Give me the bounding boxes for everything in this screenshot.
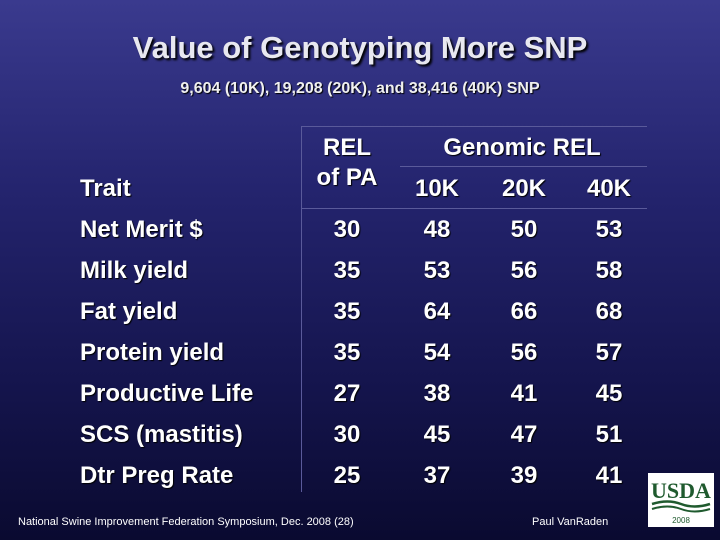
value-k40: 53 (595, 216, 623, 243)
header-rel-line2: of PA (316, 164, 378, 191)
usda-logo-year: 2008 (672, 516, 690, 525)
value-k10: 53 (423, 257, 451, 284)
trait-name: Milk yield (80, 257, 189, 284)
value-k20: 39 (510, 462, 538, 489)
value-k10: 48 (423, 216, 451, 243)
usda-logo: USDA 2008 (648, 473, 714, 527)
trait-name: SCS (mastitis) (80, 421, 243, 448)
value-rel-pa: 35 (333, 298, 361, 325)
value-rel-pa: 35 (333, 257, 361, 284)
footer-author: Paul VanRaden (532, 516, 609, 528)
value-k10: 37 (423, 462, 451, 489)
value-k20: 41 (510, 380, 538, 407)
trait-name: Protein yield (80, 339, 225, 366)
usda-logo-text: USDA (651, 478, 711, 503)
table-divider-vertical (301, 126, 302, 492)
value-rel-pa: 25 (333, 462, 361, 489)
table-divider-top (301, 126, 647, 127)
table-divider-header (301, 208, 647, 209)
trait-name: Fat yield (80, 298, 178, 325)
trait-name: Productive Life (80, 380, 254, 407)
slide-subtitle: 9,604 (10K), 19,208 (20K), and 38,416 (4… (180, 80, 540, 97)
value-k10: 54 (423, 339, 451, 366)
value-k40: 68 (595, 298, 623, 325)
value-k20: 47 (510, 421, 538, 448)
value-k20: 50 (510, 216, 538, 243)
header-rel-pa: REL of PA (317, 133, 378, 193)
value-k40: 58 (595, 257, 623, 284)
header-10k: 10K (414, 175, 460, 202)
footer-event: National Swine Improvement Federation Sy… (18, 516, 354, 528)
value-k20: 56 (510, 257, 538, 284)
value-k40: 57 (595, 339, 623, 366)
value-k20: 66 (510, 298, 538, 325)
value-rel-pa: 30 (333, 421, 361, 448)
header-rel-line1: REL (322, 134, 371, 161)
header-genomic-rel: Genomic REL (443, 134, 601, 161)
value-k40: 51 (595, 421, 623, 448)
value-rel-pa: 30 (333, 216, 361, 243)
value-k10: 38 (423, 380, 451, 407)
value-k40: 45 (595, 380, 623, 407)
value-k40: 41 (595, 462, 623, 489)
value-k10: 64 (423, 298, 451, 325)
value-k20: 56 (510, 339, 538, 366)
trait-name: Net Merit $ (80, 216, 203, 243)
header-trait: Trait (80, 175, 131, 202)
slide-title: Value of Genotyping More SNP (132, 30, 588, 65)
value-rel-pa: 35 (333, 339, 361, 366)
header-20k: 20K (501, 175, 547, 202)
value-k10: 45 (423, 421, 451, 448)
table-divider-genomic (400, 166, 647, 167)
trait-name: Dtr Preg Rate (80, 462, 234, 489)
value-rel-pa: 27 (333, 380, 361, 407)
header-40k: 40K (586, 175, 632, 202)
